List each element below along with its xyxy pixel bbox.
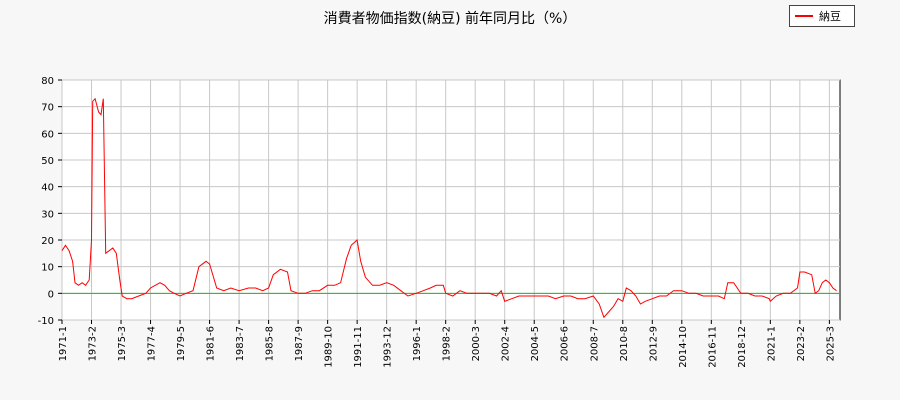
series-line-natto <box>61 97 837 319</box>
x-tick-label: 1977-4 <box>147 326 158 361</box>
y-tick-label: 10 <box>41 263 54 274</box>
y-tick-label: 50 <box>41 156 54 167</box>
x-tick-label: 2025-3 <box>825 326 836 361</box>
x-tick-label: 1973-2 <box>88 326 99 361</box>
legend-label: 納豆 <box>819 10 841 23</box>
y-tick-label: 60 <box>41 129 54 140</box>
x-tick-label: 1991-11 <box>353 326 364 368</box>
x-tick-label: 2021-1 <box>766 326 777 361</box>
x-tick-label: 1987-9 <box>294 326 305 361</box>
chart-title: 消費者物価指数(納豆) 前年同月比（%） <box>323 11 577 27</box>
legend-swatch <box>795 15 813 17</box>
plot-area <box>61 79 841 321</box>
y-tick-label: 70 <box>41 103 54 114</box>
x-tick-label: 2010-8 <box>619 326 630 361</box>
y-tick-label: 80 <box>41 76 54 87</box>
x-tick-label: 1996-1 <box>412 326 423 361</box>
y-axis: -10 0 10 20 30 40 50 60 70 80 <box>38 76 62 327</box>
x-tick-label: 1993-12 <box>383 326 394 368</box>
x-tick-label: 1981-6 <box>206 326 217 361</box>
x-tick-label: 2002-4 <box>501 326 512 361</box>
grid <box>61 79 840 321</box>
x-tick-label: 2004-5 <box>530 326 541 361</box>
x-tick-label: 2000-3 <box>471 326 482 361</box>
x-tick-label: 2023-2 <box>796 326 807 361</box>
x-tick-label: 2008-7 <box>589 326 600 361</box>
x-tick-label: 1983-7 <box>235 326 246 361</box>
legend: 納豆 <box>789 5 855 27</box>
x-axis: 1971-1 1973-2 1975-3 1977-4 1979-5 1981-6 1983… <box>58 320 836 368</box>
x-tick-label: 1998-2 <box>442 326 453 361</box>
x-tick-label: 1985-8 <box>265 326 276 361</box>
y-tick-label: 0 <box>48 289 54 300</box>
x-tick-label: 2018-12 <box>737 326 748 368</box>
y-tick-label: -10 <box>38 316 54 327</box>
x-tick-label: 1975-3 <box>117 326 128 361</box>
x-tick-label: 1989-10 <box>324 326 335 368</box>
x-tick-label: 2014-10 <box>678 326 689 368</box>
y-tick-label: 40 <box>41 183 54 194</box>
y-tick-label: 20 <box>41 236 54 247</box>
x-tick-label: 2006-6 <box>560 326 571 361</box>
x-tick-label: 2012-9 <box>648 326 659 361</box>
x-tick-label: 2016-11 <box>707 326 718 368</box>
y-tick-label: 30 <box>41 209 54 220</box>
x-tick-label: 1979-5 <box>176 326 187 361</box>
x-tick-label: 1971-1 <box>58 326 69 361</box>
